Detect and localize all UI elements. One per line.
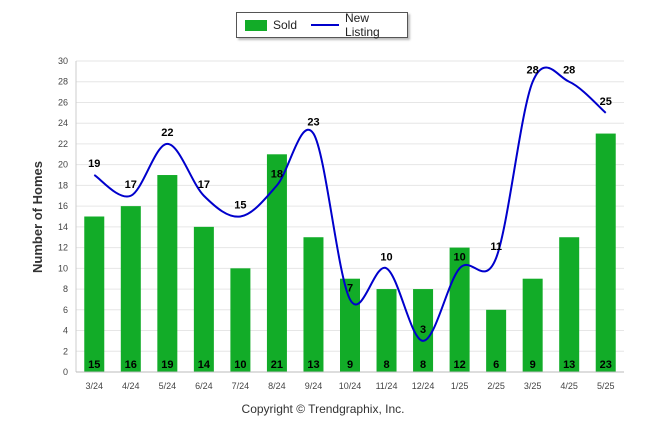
bar-sold [522,278,543,372]
bar-sold [449,247,470,372]
x-tick-label: 10/24 [339,381,362,391]
x-tick-label: 2/25 [487,381,505,391]
legend-swatch-new-listing [311,24,340,26]
x-tick-label: 7/24 [232,381,250,391]
bar-sold [595,133,616,372]
bar-sold [486,309,507,372]
y-tick-label: 0 [63,367,68,377]
x-tick-label: 12/24 [412,381,435,391]
legend-item-sold: Sold [245,18,297,32]
y-tick-label: 18 [58,180,68,190]
y-tick-label: 6 [63,305,68,315]
line-data-label: 28 [563,65,575,77]
bar-data-label: 16 [125,359,137,371]
y-tick-label: 30 [58,56,68,66]
x-tick-label: 4/24 [122,381,140,391]
bar-data-label: 12 [453,359,465,371]
x-tick-label: 5/24 [159,381,177,391]
bar-data-label: 8 [420,359,426,371]
bar-sold [303,237,324,372]
bar-sold [376,289,397,372]
y-tick-label: 26 [58,97,68,107]
line-data-label: 7 [347,282,353,294]
x-tick-label: 11/24 [376,381,398,391]
y-axis-title: Number of Homes [30,161,45,273]
bar-data-label: 14 [198,359,211,371]
line-data-label: 22 [161,127,173,139]
legend-label-sold: Sold [273,18,298,32]
bar-sold [559,237,580,372]
line-data-label: 10 [380,251,392,263]
bar-data-label: 13 [307,359,319,371]
line-data-label: 3 [420,324,426,336]
line-data-label: 18 [271,168,283,180]
y-tick-label: 16 [58,201,68,211]
x-tick-label: 9/24 [305,381,323,391]
new-listing-series-line [93,66,607,342]
line-data-label: 15 [234,200,246,212]
y-tick-label: 12 [58,243,68,253]
line-data-label: 10 [453,251,465,263]
bar-sold [120,206,141,372]
bar-data-label: 8 [383,359,389,371]
x-tick-label: 4/25 [560,381,578,391]
bar-data-label: 6 [493,359,499,371]
copyright-text: Copyright © Trendgraphix, Inc. [241,402,405,416]
bar-data-label: 21 [271,359,283,371]
line-data-label: 17 [198,179,210,191]
x-tick-label: 1/25 [451,381,469,391]
y-tick-label: 4 [63,326,68,336]
sold-bars: 15 16 19 14 10 21 13 9 8 8 12 6 9 13 23 [84,133,616,372]
line-data-label: 17 [125,179,137,191]
y-tick-label: 20 [58,160,68,170]
x-tick-label: 6/24 [195,381,213,391]
bar-sold [230,268,251,372]
y-tick-label: 8 [63,284,68,294]
x-tick-label: 5/25 [597,381,615,391]
y-tick-label: 22 [58,139,68,149]
bar-data-label: 23 [600,359,612,371]
bar-sold [413,289,434,372]
bar-sold [157,175,178,372]
y-tick-label: 14 [58,222,68,232]
bar-sold [84,216,105,372]
legend-item-new-listing: New Listing [305,11,407,39]
y-tick-label: 2 [63,346,68,356]
x-tick-label: 3/24 [86,381,104,391]
chart-legend: Sold New Listing [236,11,408,39]
x-axis: 3/24 4/24 5/24 6/24 7/24 8/24 9/24 10/24 11/24 12… [76,371,624,391]
bar-data-label: 9 [347,359,353,371]
line-data-label: 28 [527,65,539,77]
x-tick-label: 3/25 [524,381,542,391]
y-tick-label: 10 [58,263,68,273]
bar-data-label: 9 [530,359,536,371]
new-listing-line: 19 17 22 17 15 18 23 7 10 3 10 11 28 28 25 [88,65,612,342]
bar-data-label: 13 [563,359,575,371]
line-data-label: 11 [490,241,502,253]
legend-label-new-listing: New Listing [345,11,380,39]
bar-data-label: 10 [234,359,246,371]
bar-sold [266,154,287,372]
bar-sold [193,226,214,372]
y-tick-label: 24 [58,118,68,128]
line-data-label: 19 [88,158,100,170]
bar-sold [340,278,360,372]
y-tick-label: 28 [58,77,68,87]
bar-data-label: 19 [161,359,173,371]
line-data-label: 23 [307,117,319,129]
bar-data-label: 15 [88,359,100,371]
x-tick-label: 8/24 [268,381,286,391]
line-data-label: 25 [600,96,612,108]
legend-swatch-sold [245,19,267,31]
